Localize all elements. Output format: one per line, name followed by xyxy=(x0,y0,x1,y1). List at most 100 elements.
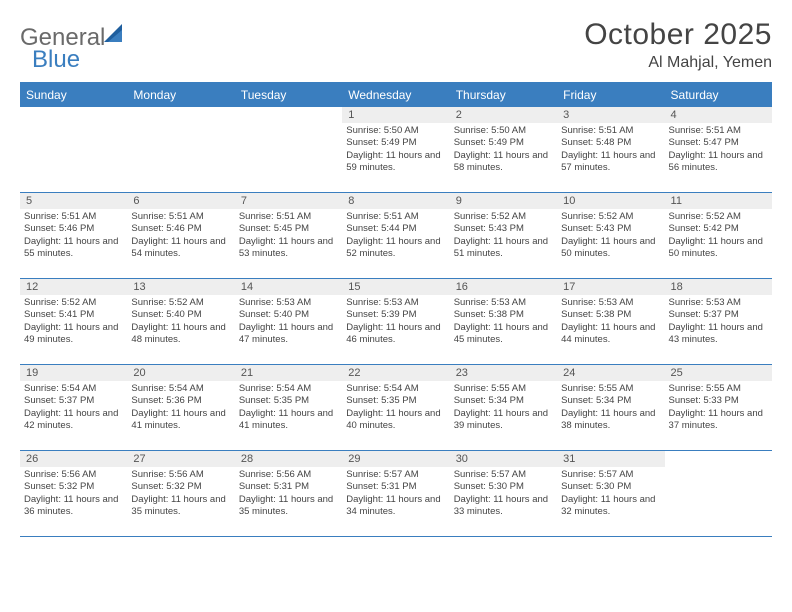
calendar-cell: 17Sunrise: 5:53 AMSunset: 5:38 PMDayligh… xyxy=(557,279,664,365)
day-number: 26 xyxy=(20,451,127,467)
calendar-cell: 27Sunrise: 5:56 AMSunset: 5:32 PMDayligh… xyxy=(127,451,234,537)
day-content: Sunrise: 5:56 AMSunset: 5:32 PMDaylight:… xyxy=(127,467,234,520)
day-number: 12 xyxy=(20,279,127,295)
day-number: 23 xyxy=(450,365,557,381)
logo-sail-icon xyxy=(104,24,126,49)
weekday-header: Tuesday xyxy=(235,83,342,107)
calendar-cell: 19Sunrise: 5:54 AMSunset: 5:37 PMDayligh… xyxy=(20,365,127,451)
calendar-cell: 15Sunrise: 5:53 AMSunset: 5:39 PMDayligh… xyxy=(342,279,449,365)
day-content: Sunrise: 5:53 AMSunset: 5:37 PMDaylight:… xyxy=(665,295,772,348)
calendar-cell: 16Sunrise: 5:53 AMSunset: 5:38 PMDayligh… xyxy=(450,279,557,365)
location: Al Mahjal, Yemen xyxy=(584,54,772,72)
day-content: Sunrise: 5:54 AMSunset: 5:37 PMDaylight:… xyxy=(20,381,127,434)
day-number: 11 xyxy=(665,193,772,209)
calendar-row: 19Sunrise: 5:54 AMSunset: 5:37 PMDayligh… xyxy=(20,365,772,451)
day-content: Sunrise: 5:56 AMSunset: 5:31 PMDaylight:… xyxy=(235,467,342,520)
day-number xyxy=(665,451,772,467)
calendar-cell: 23Sunrise: 5:55 AMSunset: 5:34 PMDayligh… xyxy=(450,365,557,451)
calendar-header: SundayMondayTuesdayWednesdayThursdayFrid… xyxy=(20,83,772,107)
calendar-row: 5Sunrise: 5:51 AMSunset: 5:46 PMDaylight… xyxy=(20,193,772,279)
day-content: Sunrise: 5:52 AMSunset: 5:40 PMDaylight:… xyxy=(127,295,234,348)
day-content: Sunrise: 5:51 AMSunset: 5:46 PMDaylight:… xyxy=(127,209,234,262)
calendar-cell: 7Sunrise: 5:51 AMSunset: 5:45 PMDaylight… xyxy=(235,193,342,279)
day-number: 25 xyxy=(665,365,772,381)
day-content: Sunrise: 5:55 AMSunset: 5:34 PMDaylight:… xyxy=(450,381,557,434)
day-number: 28 xyxy=(235,451,342,467)
calendar-cell: 8Sunrise: 5:51 AMSunset: 5:44 PMDaylight… xyxy=(342,193,449,279)
calendar-cell: 26Sunrise: 5:56 AMSunset: 5:32 PMDayligh… xyxy=(20,451,127,537)
day-content: Sunrise: 5:50 AMSunset: 5:49 PMDaylight:… xyxy=(342,123,449,176)
day-number: 9 xyxy=(450,193,557,209)
day-number: 21 xyxy=(235,365,342,381)
calendar-cell: 6Sunrise: 5:51 AMSunset: 5:46 PMDaylight… xyxy=(127,193,234,279)
day-content: Sunrise: 5:54 AMSunset: 5:35 PMDaylight:… xyxy=(342,381,449,434)
calendar-cell: 25Sunrise: 5:55 AMSunset: 5:33 PMDayligh… xyxy=(665,365,772,451)
day-content: Sunrise: 5:51 AMSunset: 5:46 PMDaylight:… xyxy=(20,209,127,262)
day-number: 24 xyxy=(557,365,664,381)
day-content: Sunrise: 5:51 AMSunset: 5:45 PMDaylight:… xyxy=(235,209,342,262)
day-content: Sunrise: 5:57 AMSunset: 5:30 PMDaylight:… xyxy=(557,467,664,520)
day-content: Sunrise: 5:57 AMSunset: 5:30 PMDaylight:… xyxy=(450,467,557,520)
day-number: 3 xyxy=(557,107,664,123)
calendar-row: 26Sunrise: 5:56 AMSunset: 5:32 PMDayligh… xyxy=(20,451,772,537)
calendar-cell: 2Sunrise: 5:50 AMSunset: 5:49 PMDaylight… xyxy=(450,107,557,193)
day-number: 27 xyxy=(127,451,234,467)
calendar-body: 1Sunrise: 5:50 AMSunset: 5:49 PMDaylight… xyxy=(20,107,772,537)
weekday-header: Monday xyxy=(127,83,234,107)
day-number: 2 xyxy=(450,107,557,123)
weekday-header: Wednesday xyxy=(342,83,449,107)
calendar-row: 1Sunrise: 5:50 AMSunset: 5:49 PMDaylight… xyxy=(20,107,772,193)
logo-line2: Blue xyxy=(32,46,80,74)
header: General October 2025 Al Mahjal, Yemen xyxy=(20,18,772,72)
day-content: Sunrise: 5:53 AMSunset: 5:38 PMDaylight:… xyxy=(557,295,664,348)
day-number: 19 xyxy=(20,365,127,381)
weekday-header: Saturday xyxy=(665,83,772,107)
day-number: 1 xyxy=(342,107,449,123)
day-number: 20 xyxy=(127,365,234,381)
calendar-cell: 13Sunrise: 5:52 AMSunset: 5:40 PMDayligh… xyxy=(127,279,234,365)
logo-word2: Blue xyxy=(32,46,80,73)
day-content: Sunrise: 5:50 AMSunset: 5:49 PMDaylight:… xyxy=(450,123,557,176)
day-number xyxy=(235,107,342,123)
day-content: Sunrise: 5:51 AMSunset: 5:44 PMDaylight:… xyxy=(342,209,449,262)
day-number: 29 xyxy=(342,451,449,467)
day-number: 6 xyxy=(127,193,234,209)
day-content: Sunrise: 5:53 AMSunset: 5:38 PMDaylight:… xyxy=(450,295,557,348)
calendar-cell: 4Sunrise: 5:51 AMSunset: 5:47 PMDaylight… xyxy=(665,107,772,193)
day-number: 7 xyxy=(235,193,342,209)
day-content: Sunrise: 5:51 AMSunset: 5:47 PMDaylight:… xyxy=(665,123,772,176)
title-block: October 2025 Al Mahjal, Yemen xyxy=(584,18,772,72)
day-number: 5 xyxy=(20,193,127,209)
calendar-cell: 9Sunrise: 5:52 AMSunset: 5:43 PMDaylight… xyxy=(450,193,557,279)
day-content: Sunrise: 5:52 AMSunset: 5:43 PMDaylight:… xyxy=(450,209,557,262)
calendar-cell: 14Sunrise: 5:53 AMSunset: 5:40 PMDayligh… xyxy=(235,279,342,365)
day-number: 15 xyxy=(342,279,449,295)
calendar-cell: 5Sunrise: 5:51 AMSunset: 5:46 PMDaylight… xyxy=(20,193,127,279)
weekday-header: Friday xyxy=(557,83,664,107)
day-content: Sunrise: 5:52 AMSunset: 5:43 PMDaylight:… xyxy=(557,209,664,262)
calendar-cell: 29Sunrise: 5:57 AMSunset: 5:31 PMDayligh… xyxy=(342,451,449,537)
calendar-cell: 18Sunrise: 5:53 AMSunset: 5:37 PMDayligh… xyxy=(665,279,772,365)
day-content: Sunrise: 5:52 AMSunset: 5:41 PMDaylight:… xyxy=(20,295,127,348)
day-number: 13 xyxy=(127,279,234,295)
day-content: Sunrise: 5:54 AMSunset: 5:35 PMDaylight:… xyxy=(235,381,342,434)
calendar-cell-empty xyxy=(235,107,342,193)
calendar-table: SundayMondayTuesdayWednesdayThursdayFrid… xyxy=(20,82,772,537)
day-number: 16 xyxy=(450,279,557,295)
day-content: Sunrise: 5:52 AMSunset: 5:42 PMDaylight:… xyxy=(665,209,772,262)
weekday-header: Thursday xyxy=(450,83,557,107)
day-content: Sunrise: 5:56 AMSunset: 5:32 PMDaylight:… xyxy=(20,467,127,520)
day-content: Sunrise: 5:57 AMSunset: 5:31 PMDaylight:… xyxy=(342,467,449,520)
calendar-cell: 12Sunrise: 5:52 AMSunset: 5:41 PMDayligh… xyxy=(20,279,127,365)
day-number xyxy=(20,107,127,123)
calendar-cell: 1Sunrise: 5:50 AMSunset: 5:49 PMDaylight… xyxy=(342,107,449,193)
calendar-row: 12Sunrise: 5:52 AMSunset: 5:41 PMDayligh… xyxy=(20,279,772,365)
day-number: 18 xyxy=(665,279,772,295)
day-number: 4 xyxy=(665,107,772,123)
day-content: Sunrise: 5:53 AMSunset: 5:39 PMDaylight:… xyxy=(342,295,449,348)
day-number: 10 xyxy=(557,193,664,209)
calendar-cell: 21Sunrise: 5:54 AMSunset: 5:35 PMDayligh… xyxy=(235,365,342,451)
day-content: Sunrise: 5:55 AMSunset: 5:34 PMDaylight:… xyxy=(557,381,664,434)
day-number: 22 xyxy=(342,365,449,381)
calendar-cell: 31Sunrise: 5:57 AMSunset: 5:30 PMDayligh… xyxy=(557,451,664,537)
